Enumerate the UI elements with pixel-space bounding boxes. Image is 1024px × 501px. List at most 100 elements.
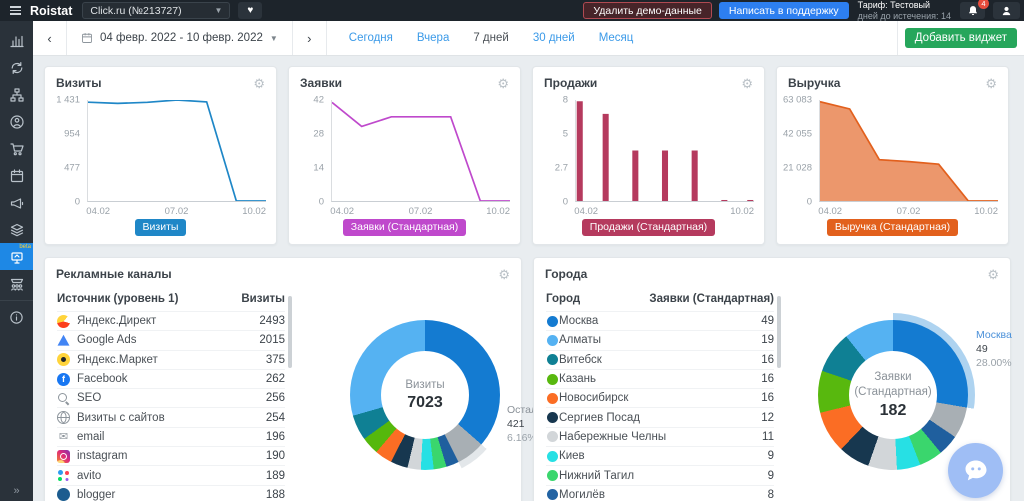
sidebar-item-integrations[interactable] [0, 216, 33, 243]
gear-icon[interactable]: ⚙ [498, 268, 510, 281]
sidebar-item-info[interactable] [0, 304, 33, 331]
visits-chart: 1 431954477004.0207.0210.02 [53, 100, 268, 216]
sidebar-item-manager[interactable] [0, 108, 33, 135]
x-axis-tick: 10.02 [730, 206, 754, 217]
table-row[interactable]: Нижний Тагил9 [546, 465, 774, 484]
table-row[interactable]: instagram190 [57, 446, 285, 465]
sidebar-item-audience[interactable] [0, 270, 33, 297]
table-row[interactable]: Яндекс.Маркет375 [57, 350, 285, 369]
color-dot-icon [547, 451, 558, 462]
table-row[interactable]: Google Ads2015 [57, 330, 285, 349]
column-header-source: Источник (уровень 1) [57, 293, 178, 305]
sidebar-collapse-button[interactable]: » [13, 485, 19, 497]
table-row[interactable]: Яндекс.Директ2493 [57, 311, 285, 330]
row-value: 19 [761, 334, 774, 346]
delete-demo-data-button[interactable]: Удалить демо-данные [583, 2, 711, 19]
table-row[interactable]: Казань16 [546, 369, 774, 388]
hamburger-menu-icon[interactable] [0, 6, 30, 15]
table-row[interactable]: Сергиев Посад12 [546, 407, 774, 426]
sidebar-item-structure[interactable] [0, 81, 33, 108]
table-row[interactable]: email196 [57, 427, 285, 446]
legend-badge[interactable]: Заявки (Стандартная) [343, 219, 466, 236]
widget-title: Рекламные каналы [56, 267, 172, 281]
facebook-icon [57, 373, 70, 386]
sidebar-item-marketing[interactable] [0, 189, 33, 216]
project-select[interactable]: Click.ru (№213727) ▼ [82, 2, 230, 19]
table-row[interactable]: SEO256 [57, 388, 285, 407]
quick-ranges: Сегодня Вчера 7 дней 30 дней Месяц [327, 21, 656, 55]
x-axis-tick: 07.02 [409, 206, 433, 217]
row-label: blogger [77, 489, 266, 501]
x-axis-tick: 04.02 [86, 206, 110, 217]
gear-icon[interactable]: ⚙ [253, 77, 265, 90]
gear-icon[interactable]: ⚙ [987, 268, 999, 281]
heart-icon: ♥ [247, 5, 253, 16]
row-value: 8 [768, 489, 774, 501]
sidebar-item-orders[interactable] [0, 135, 33, 162]
prev-period-button[interactable]: ‹ [33, 21, 67, 55]
table-row[interactable]: Facebook262 [57, 369, 285, 388]
column-header-visits: Визиты [241, 293, 285, 305]
table-row[interactable]: Набережные Челны11 [546, 427, 774, 446]
quick-range-link[interactable]: Месяц [599, 32, 634, 44]
y-axis-tick: 14 [313, 162, 324, 173]
row-label: Витебск [559, 354, 761, 366]
seo-icon [57, 392, 70, 405]
table-row[interactable]: Киев9 [546, 446, 774, 465]
email-icon [57, 430, 70, 443]
widget-title: Заявки [300, 76, 342, 90]
notifications-button[interactable]: 4 [960, 2, 985, 19]
table-row[interactable]: Новосибирск16 [546, 388, 774, 407]
legend-badge[interactable]: Продажи (Стандартная) [582, 219, 715, 236]
table-row[interactable]: Витебск16 [546, 350, 774, 369]
donut-callout: Москва 49 28.00% [976, 328, 1024, 371]
row-label: Алматы [559, 334, 761, 346]
table-row[interactable]: Москва49 [546, 311, 774, 330]
add-widget-button[interactable]: Добавить виджет [905, 28, 1017, 48]
y-axis-tick: 42 [313, 95, 324, 106]
cities-donut: Заявки(Стандартная) 182 Москва 49 28.00% [818, 320, 968, 470]
user-menu-button[interactable] [993, 2, 1020, 19]
gear-icon[interactable]: ⚙ [741, 77, 753, 90]
legend-badge[interactable]: Визиты [135, 219, 187, 236]
favorites-button[interactable]: ♥ [238, 2, 262, 19]
gear-icon[interactable]: ⚙ [497, 77, 509, 90]
quick-range-link[interactable]: 7 дней [473, 32, 508, 44]
quick-range-link[interactable]: Вчера [417, 32, 449, 44]
cycle-arrows-icon [9, 60, 25, 76]
sidebar-item-calendar[interactable] [0, 162, 33, 189]
table-scrollbar[interactable] [777, 296, 781, 368]
row-value: 375 [266, 354, 285, 366]
support-chat-button[interactable] [948, 443, 1003, 498]
sidebar-item-funnel[interactable] [0, 54, 33, 81]
calendar-icon [81, 32, 93, 44]
gear-icon[interactable]: ⚙ [985, 77, 997, 90]
revenue-chart: 63 08342 05521 028004.0207.0210.02 [785, 100, 1000, 216]
y-axis-tick: 21 028 [783, 162, 812, 173]
y-axis-tick: 0 [807, 197, 812, 208]
x-axis-tick: 04.02 [574, 206, 598, 217]
widget-title: Продажи [544, 76, 597, 90]
row-value: 11 [762, 431, 774, 443]
info-icon [9, 310, 24, 325]
table-row[interactable]: Могилёв8 [546, 485, 774, 501]
row-value: 196 [266, 431, 285, 443]
table-row[interactable]: Визиты с сайтов254 [57, 407, 285, 426]
sitemap-icon [9, 87, 25, 103]
sidebar-item-analytics[interactable] [0, 27, 33, 54]
row-label: Киев [559, 450, 768, 462]
next-period-button[interactable]: › [293, 21, 327, 55]
table-row[interactable]: Алматы19 [546, 330, 774, 349]
contact-support-button[interactable]: Написать в поддержку [719, 2, 849, 19]
row-value: 189 [266, 470, 285, 482]
sidebar-item-scenarios-beta[interactable]: beta [0, 243, 33, 270]
quick-range-link[interactable]: 30 дней [533, 32, 575, 44]
table-row[interactable]: blogger188 [57, 485, 285, 501]
table-row[interactable]: avito189 [57, 465, 285, 484]
row-label: email [77, 431, 266, 443]
date-range-picker[interactable]: 04 февр. 2022 - 10 февр. 2022 ▼ [67, 21, 293, 55]
table-scrollbar[interactable] [288, 296, 292, 368]
quick-range-link[interactable]: Сегодня [349, 32, 393, 44]
legend-badge[interactable]: Выручка (Стандартная) [827, 219, 958, 236]
instagram-icon [57, 450, 70, 463]
